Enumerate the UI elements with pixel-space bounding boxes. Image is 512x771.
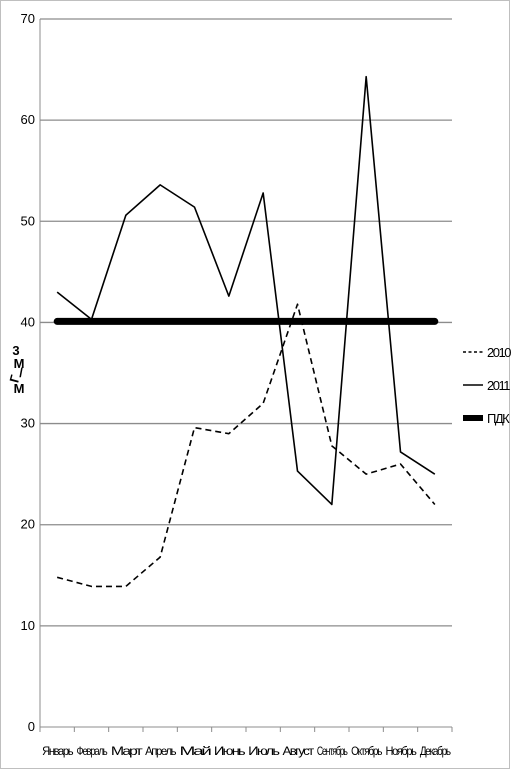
x-tick-label: Апрель	[145, 744, 176, 758]
x-tick-label: Октябрь	[351, 744, 382, 758]
x-tick-label: Август	[283, 744, 315, 758]
y-axis-label-part: 3	[12, 343, 19, 358]
x-tick-labels: Январь Февраль Март Апрель Май Июнь Июль Август…	[42, 744, 452, 758]
y-tick-label: 10	[21, 618, 35, 633]
legend: 2010 2011 ПДК	[463, 345, 512, 426]
x-tick-label: Февраль	[77, 744, 108, 758]
y-axis-label-part: М	[14, 381, 25, 396]
y-tick-label: 30	[21, 416, 35, 431]
y-tick-label: 60	[21, 112, 35, 127]
y-tick-label: 70	[21, 11, 35, 26]
x-tick-label: Декабрь	[420, 744, 451, 758]
y-axis-label-part: Г	[6, 373, 23, 385]
x-tick-label: Июнь	[214, 744, 246, 758]
axes	[39, 19, 453, 732]
x-tick-label: Май	[180, 744, 211, 758]
y-axis-label-part: /	[19, 365, 23, 380]
y-tick-label: 20	[21, 517, 35, 532]
y-axis-label: 3М/ГМ	[6, 343, 24, 396]
y-tick-labels: 0 10 20 30 40 50 60 70	[21, 11, 35, 734]
x-tick-label: Январь	[42, 744, 73, 758]
x-tick-label: Ноябрь	[386, 744, 417, 758]
series-line-1	[56, 75, 436, 506]
x-tick-label: Сентябрь	[317, 744, 348, 758]
y-axis-label-part: М	[14, 356, 25, 371]
y-tick-label: 50	[21, 213, 35, 228]
x-tick-label: Март	[111, 744, 144, 758]
series-lines	[53, 75, 439, 588]
y-tick-label: 40	[21, 314, 35, 329]
series-line-0	[56, 303, 436, 588]
x-tick-label: Июль	[248, 744, 280, 758]
y-tick-label: 0	[28, 719, 35, 734]
legend-label: ПДК	[487, 411, 510, 426]
legend-label: 2011	[487, 378, 510, 393]
legend-label: 2010	[487, 345, 511, 360]
